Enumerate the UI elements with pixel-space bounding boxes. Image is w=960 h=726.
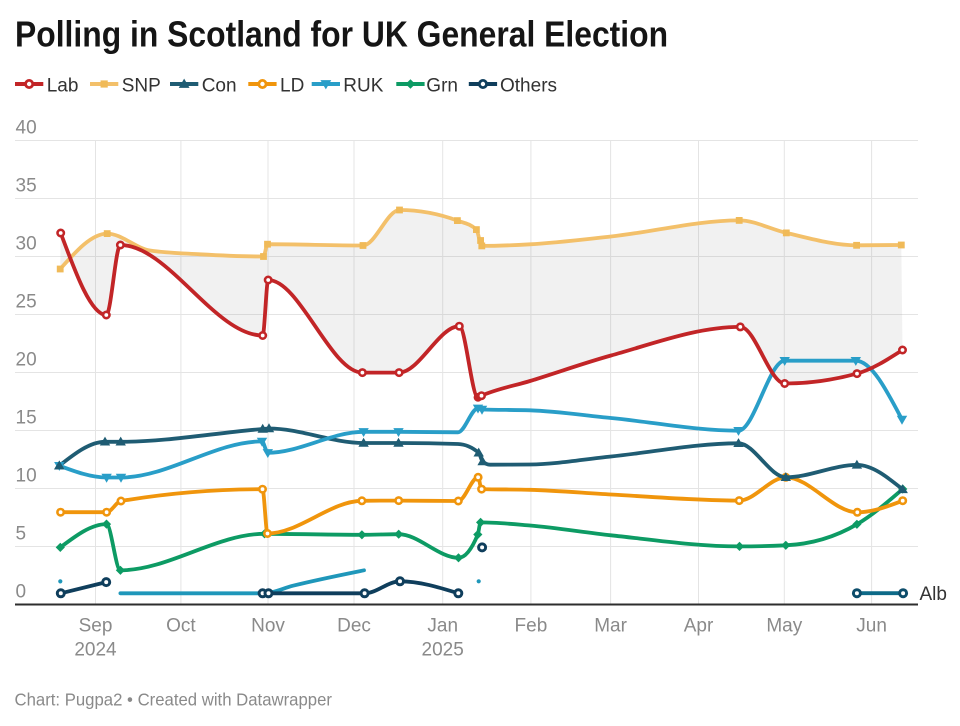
svg-text:20: 20	[16, 350, 37, 371]
svg-text:May: May	[766, 616, 802, 637]
svg-text:15: 15	[16, 408, 37, 429]
svg-text:Grn: Grn	[426, 75, 458, 96]
svg-text:30: 30	[16, 234, 37, 255]
svg-text:Alb: Alb	[920, 584, 947, 605]
svg-text:35: 35	[16, 176, 37, 197]
svg-text:Jan: Jan	[427, 616, 458, 637]
svg-text:Sep: Sep	[79, 616, 113, 637]
svg-text:RUK: RUK	[343, 75, 383, 96]
svg-text:2025: 2025	[422, 639, 464, 660]
svg-text:LD: LD	[280, 75, 304, 96]
svg-text:40: 40	[16, 118, 37, 139]
svg-text:Mar: Mar	[594, 616, 627, 637]
svg-text:0: 0	[16, 582, 27, 603]
svg-text:Oct: Oct	[166, 616, 196, 637]
svg-text:Chart: Pugpa2 • Created with D: Chart: Pugpa2 • Created with Datawrapper	[15, 689, 333, 710]
svg-text:SNP: SNP	[122, 75, 161, 96]
svg-text:Nov: Nov	[251, 616, 285, 637]
svg-text:Apr: Apr	[684, 616, 714, 637]
svg-text:2024: 2024	[74, 639, 117, 660]
svg-text:Dec: Dec	[337, 616, 371, 637]
svg-text:Polling in Scotland for UK Gen: Polling in Scotland for UK General Elect…	[15, 15, 668, 55]
svg-text:Con: Con	[202, 75, 237, 96]
svg-text:5: 5	[16, 524, 27, 545]
svg-text:25: 25	[16, 292, 37, 313]
svg-text:Lab: Lab	[47, 75, 79, 96]
svg-text:Jun: Jun	[856, 616, 887, 637]
svg-text:Feb: Feb	[515, 616, 548, 637]
svg-text:Others: Others	[500, 75, 557, 96]
svg-text:10: 10	[16, 466, 37, 487]
